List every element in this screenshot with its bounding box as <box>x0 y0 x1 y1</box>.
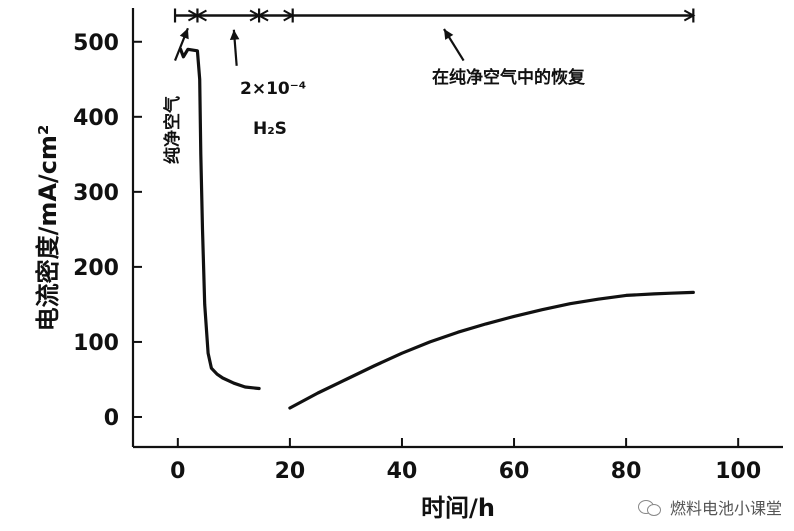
interval-arrowhead-left-1 <box>195 9 207 22</box>
annotation-h2s: H₂S <box>253 119 287 139</box>
interval-arrowhead-right-4 <box>683 9 696 22</box>
interval-arrowhead-left-2 <box>257 9 269 22</box>
x-tick-label-80: 80 <box>611 459 642 484</box>
annotation-arrow-head-2 <box>229 29 240 40</box>
y-tick-label-200: 200 <box>73 256 119 281</box>
plot-axes <box>131 8 783 449</box>
annotation-arrows <box>173 8 696 66</box>
data-series <box>179 47 695 410</box>
y-tick-label-400: 400 <box>73 106 119 131</box>
interval-arrowhead-right-3 <box>283 9 295 22</box>
annotation-arrow-head-1 <box>179 28 189 40</box>
x-axis-title: 时间/h <box>421 494 495 522</box>
y-tick-label-100: 100 <box>73 331 119 356</box>
x-tick-label-60: 60 <box>499 459 530 484</box>
y-tick-label-0: 0 <box>104 406 119 431</box>
annotation-arrow-head-3 <box>444 29 454 40</box>
annotation-pure-air: 纯净空气 <box>162 96 183 164</box>
y-axis-title: 电流密度/mA/cm² <box>34 125 62 332</box>
y-tick-label-300: 300 <box>73 181 119 206</box>
watermark: 燃料电池小课堂 <box>637 495 782 519</box>
series-segment-2 <box>288 290 695 410</box>
axis-ticks: 0 20 40 60 80 100 0 100 200 300 400 500 <box>73 31 761 484</box>
x-tick-label-40: 40 <box>387 459 418 484</box>
annotation-recovery: 在纯净空气中的恢复 <box>432 67 586 88</box>
series-segment-1 <box>179 47 261 391</box>
watermark-text: 燃料电池小课堂 <box>669 499 782 518</box>
wechat-icon <box>637 498 664 516</box>
x-tick-label-100: 100 <box>715 459 761 484</box>
x-tick-label-0: 0 <box>170 459 185 484</box>
y-tick-label-500: 500 <box>73 31 119 56</box>
x-tick-label-20: 20 <box>275 459 306 484</box>
annotation-h2s-concentration: 2×10⁻⁴ <box>240 79 306 99</box>
